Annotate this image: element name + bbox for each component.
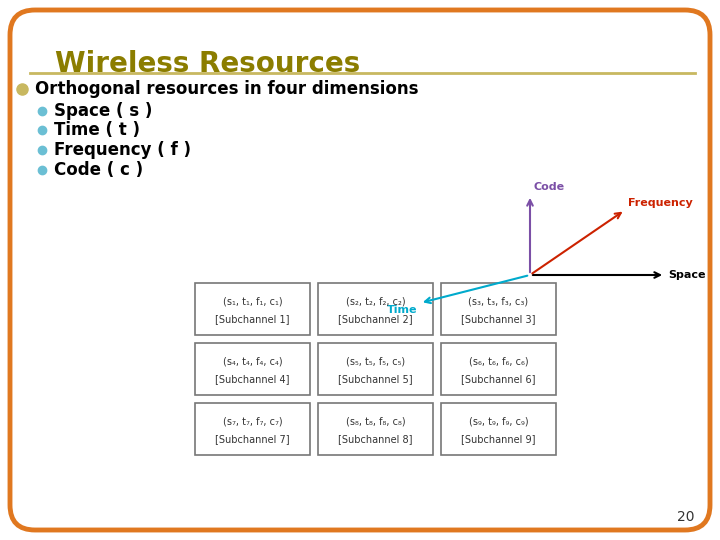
Text: (s₇, t₇, f₇, c₇): (s₇, t₇, f₇, c₇) (222, 416, 282, 426)
Text: (s₁, t₁, f₁, c₁): (s₁, t₁, f₁, c₁) (222, 296, 282, 306)
Text: Space ( s ): Space ( s ) (54, 102, 153, 120)
Text: [Subchannel 8]: [Subchannel 8] (338, 434, 413, 444)
Text: [Subchannel 3]: [Subchannel 3] (462, 314, 536, 325)
Text: 20: 20 (678, 510, 695, 524)
FancyBboxPatch shape (441, 283, 556, 335)
FancyBboxPatch shape (10, 10, 710, 530)
FancyBboxPatch shape (318, 403, 433, 455)
Text: Frequency ( f ): Frequency ( f ) (54, 141, 191, 159)
Text: (s₄, t₄, f₄, c₄): (s₄, t₄, f₄, c₄) (222, 356, 282, 366)
Text: (s₉, t₉, f₉, c₉): (s₉, t₉, f₉, c₉) (469, 416, 528, 426)
FancyBboxPatch shape (195, 403, 310, 455)
Text: [Subchannel 6]: [Subchannel 6] (462, 374, 536, 384)
Text: [Subchannel 5]: [Subchannel 5] (338, 374, 413, 384)
Text: (s₂, t₂, f₂, c₂): (s₂, t₂, f₂, c₂) (346, 296, 405, 306)
Text: Wireless Resources: Wireless Resources (55, 50, 360, 78)
Text: Space: Space (668, 270, 706, 280)
FancyBboxPatch shape (441, 343, 556, 395)
FancyBboxPatch shape (195, 283, 310, 335)
Text: Code: Code (534, 182, 565, 192)
Text: (s₆, t₆, f₆, c₆): (s₆, t₆, f₆, c₆) (469, 356, 528, 366)
Text: (s₈, t₈, f₈, c₈): (s₈, t₈, f₈, c₈) (346, 416, 405, 426)
Text: Code ( c ): Code ( c ) (54, 161, 143, 179)
Text: Frequency: Frequency (628, 198, 693, 208)
FancyBboxPatch shape (441, 403, 556, 455)
Text: [Subchannel 4]: [Subchannel 4] (215, 374, 289, 384)
Text: [Subchannel 2]: [Subchannel 2] (338, 314, 413, 325)
FancyBboxPatch shape (195, 343, 310, 395)
FancyBboxPatch shape (318, 283, 433, 335)
Text: [Subchannel 1]: [Subchannel 1] (215, 314, 289, 325)
Text: (s₅, t₅, f₅, c₅): (s₅, t₅, f₅, c₅) (346, 356, 405, 366)
Text: (s₃, t₃, f₃, c₃): (s₃, t₃, f₃, c₃) (469, 296, 528, 306)
Text: Time: Time (387, 305, 417, 315)
Text: [Subchannel 9]: [Subchannel 9] (462, 434, 536, 444)
Text: Time ( t ): Time ( t ) (54, 121, 140, 139)
FancyBboxPatch shape (318, 343, 433, 395)
Text: [Subchannel 7]: [Subchannel 7] (215, 434, 290, 444)
Text: Orthogonal resources in four dimensions: Orthogonal resources in four dimensions (35, 80, 418, 98)
